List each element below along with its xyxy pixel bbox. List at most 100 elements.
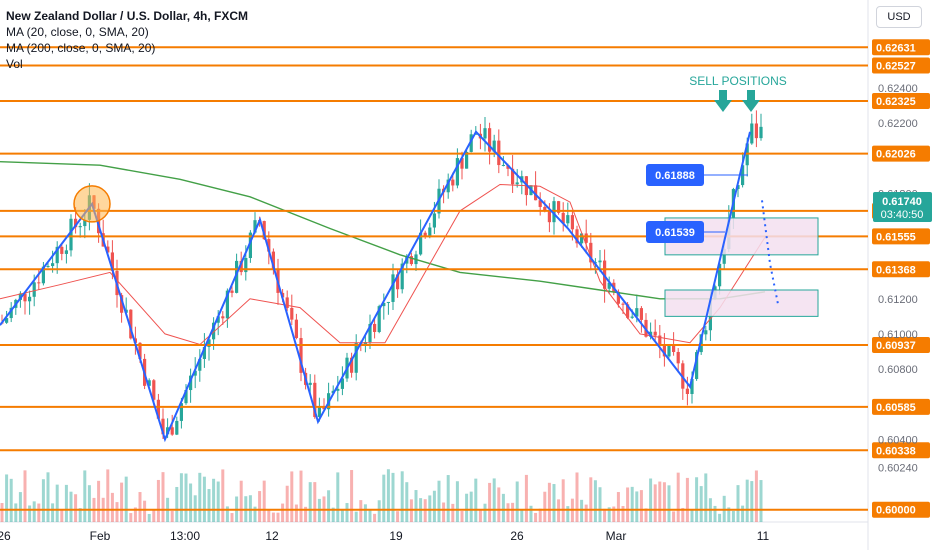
- candle-body[interactable]: [299, 338, 303, 373]
- candle-body[interactable]: [244, 258, 248, 273]
- candle-body[interactable]: [662, 345, 666, 357]
- candle-body[interactable]: [350, 357, 354, 373]
- candle-body[interactable]: [170, 427, 174, 435]
- candle-body[interactable]: [653, 331, 657, 336]
- candle-body[interactable]: [37, 282, 41, 284]
- candle-body[interactable]: [570, 215, 574, 230]
- candle-body[interactable]: [685, 388, 689, 394]
- candle-body[interactable]: [658, 335, 662, 346]
- price-zone-box[interactable]: [664, 289, 819, 317]
- candle-body[interactable]: [639, 308, 643, 320]
- candle-body[interactable]: [51, 263, 55, 267]
- candle-body[interactable]: [216, 316, 220, 323]
- candle-body[interactable]: [409, 256, 413, 265]
- ma200-legend[interactable]: MA (200, close, 0, SMA, 20): [6, 41, 156, 55]
- candle-body[interactable]: [23, 293, 27, 302]
- candle-body[interactable]: [676, 351, 680, 364]
- candle-body[interactable]: [626, 304, 630, 318]
- candle-body[interactable]: [511, 168, 515, 185]
- candle-body[interactable]: [446, 179, 450, 193]
- candle-body[interactable]: [469, 134, 473, 152]
- candle-body[interactable]: [400, 263, 404, 290]
- candle-body[interactable]: [285, 297, 289, 308]
- candle-body[interactable]: [451, 179, 455, 186]
- candle-body[interactable]: [501, 164, 505, 166]
- candle-body[interactable]: [202, 347, 206, 359]
- candle-body[interactable]: [46, 266, 50, 268]
- candle-body[interactable]: [534, 185, 538, 201]
- candle-body[interactable]: [294, 319, 298, 339]
- candle-body[interactable]: [156, 399, 160, 419]
- candle-body[interactable]: [230, 290, 234, 293]
- candle-body[interactable]: [129, 309, 133, 339]
- forecast-dotted-line[interactable]: [761, 200, 779, 305]
- candle-body[interactable]: [152, 380, 156, 400]
- candle-body[interactable]: [667, 345, 671, 357]
- candle-body[interactable]: [566, 215, 570, 224]
- candle-body[interactable]: [543, 206, 547, 212]
- candle-body[interactable]: [759, 126, 763, 139]
- candle-body[interactable]: [175, 420, 179, 435]
- candle-body[interactable]: [396, 274, 400, 290]
- candle-body[interactable]: [336, 388, 340, 391]
- candle-body[interactable]: [483, 128, 487, 139]
- candle-body[interactable]: [193, 370, 197, 376]
- candle-body[interactable]: [179, 403, 183, 421]
- candle-body[interactable]: [373, 323, 377, 332]
- candle-body[interactable]: [690, 378, 694, 394]
- candle-body[interactable]: [212, 322, 216, 340]
- candle-body[interactable]: [460, 158, 464, 169]
- candle-body[interactable]: [704, 330, 708, 335]
- candle-body[interactable]: [262, 221, 266, 240]
- candle-body[interactable]: [147, 380, 151, 386]
- candle-body[interactable]: [423, 232, 427, 237]
- candle-body[interactable]: [166, 427, 170, 435]
- candle-body[interactable]: [589, 242, 593, 263]
- candle-body[interactable]: [28, 296, 32, 302]
- candle-body[interactable]: [722, 249, 726, 264]
- candle-body[interactable]: [83, 219, 87, 227]
- candle-body[interactable]: [340, 378, 344, 389]
- candle-body[interactable]: [474, 133, 478, 135]
- candle-body[interactable]: [271, 251, 275, 270]
- candle-body[interactable]: [635, 308, 639, 317]
- candle-body[interactable]: [672, 345, 676, 352]
- candle-body[interactable]: [239, 260, 243, 273]
- candle-body[interactable]: [368, 323, 372, 343]
- candle-body[interactable]: [432, 213, 436, 228]
- candle-body[interactable]: [506, 164, 510, 169]
- candle-body[interactable]: [382, 302, 386, 307]
- candle-body[interactable]: [32, 282, 36, 297]
- candle-body[interactable]: [630, 316, 634, 318]
- candle-body[interactable]: [253, 220, 257, 233]
- candle-body[interactable]: [313, 382, 317, 417]
- candle-body[interactable]: [750, 123, 754, 144]
- candle-body[interactable]: [184, 390, 188, 404]
- candle-body[interactable]: [110, 252, 114, 271]
- candle-body[interactable]: [584, 233, 588, 243]
- candle-body[interactable]: [9, 307, 13, 319]
- candle-body[interactable]: [391, 274, 395, 302]
- candle-body[interactable]: [308, 382, 312, 385]
- candle-body[interactable]: [225, 290, 229, 319]
- candle-body[interactable]: [221, 316, 225, 319]
- candle-body[interactable]: [428, 227, 432, 237]
- candle-body[interactable]: [69, 218, 73, 251]
- symbol-title[interactable]: New Zealand Dollar / U.S. Dollar, 4h, FX…: [6, 9, 249, 23]
- volume-legend[interactable]: Vol: [6, 57, 23, 71]
- candle-body[interactable]: [161, 418, 165, 435]
- candle-body[interactable]: [695, 352, 699, 379]
- candle-body[interactable]: [557, 201, 561, 213]
- candle-body[interactable]: [465, 151, 469, 169]
- candle-body[interactable]: [41, 266, 45, 284]
- price-tag-1[interactable]: [646, 164, 704, 186]
- candle-body[interactable]: [598, 260, 602, 263]
- candle-body[interactable]: [198, 358, 202, 371]
- candle-body[interactable]: [120, 295, 124, 313]
- price-tag-2[interactable]: [646, 221, 704, 243]
- currency-button[interactable]: USD: [876, 6, 922, 28]
- candle-body[interactable]: [5, 318, 9, 323]
- candle-body[interactable]: [235, 260, 239, 293]
- candle-body[interactable]: [74, 218, 78, 228]
